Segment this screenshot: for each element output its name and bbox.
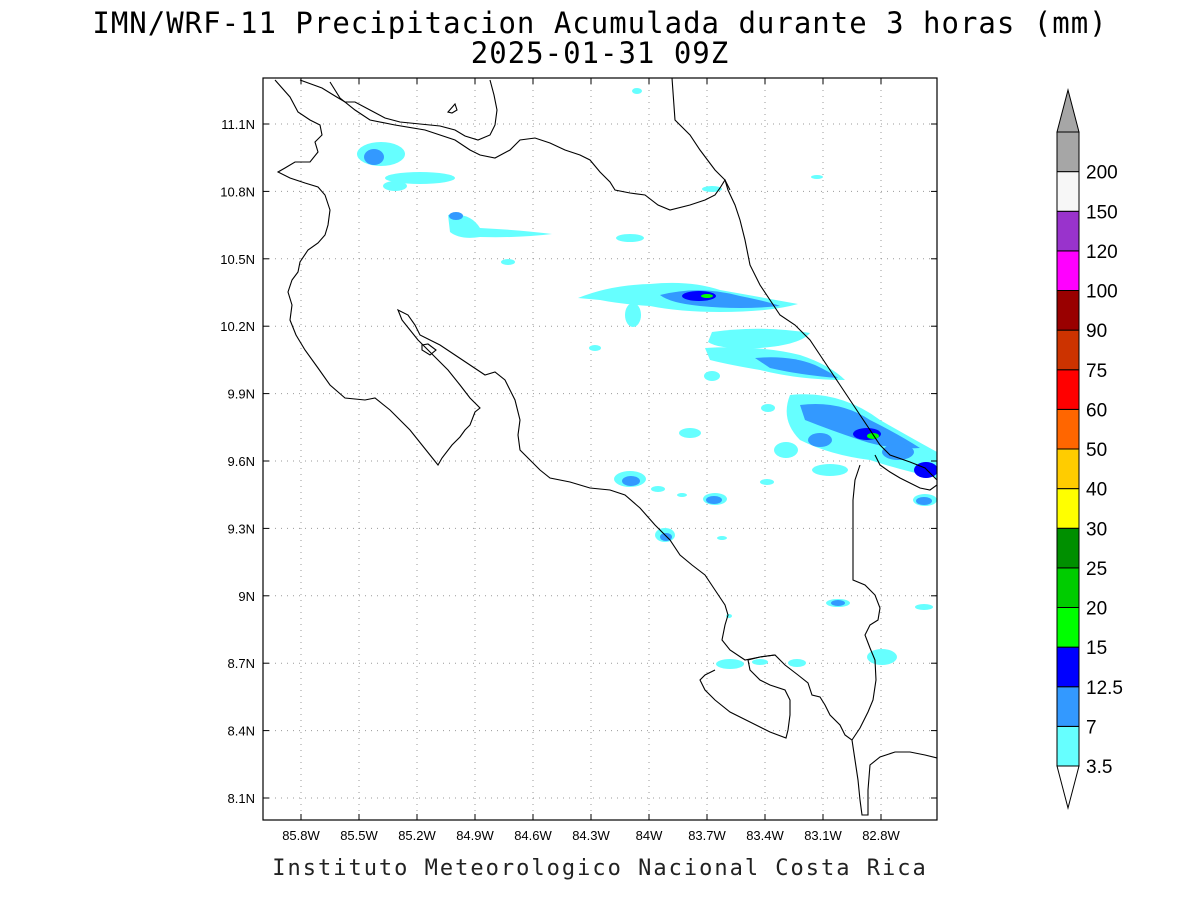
colorbar-swatch [1056, 210, 1080, 252]
coastlines-and-borders [274, 78, 937, 816]
colorbar-label: 75 [1086, 361, 1107, 382]
colorbar-swatch [1056, 369, 1080, 410]
y-tick-label: 9N [238, 589, 255, 604]
x-tick-label: 83.7W [688, 828, 726, 843]
y-tick-label: 11.1N [221, 117, 255, 132]
y-tick-label: 9.6N [228, 454, 255, 469]
x-axis-tick-labels: 85.8W 85.5W 85.2W 84.9W 84.6W 84.3W 84W 83.7W 83… [282, 828, 900, 843]
x-tick-label: 85.5W [340, 828, 378, 843]
colorbar-label: 60 [1086, 400, 1107, 421]
x-tick-label: 83.4W [746, 828, 784, 843]
colorbar-legend: 3.5 7 12.5 15 20 25 30 40 50 60 75 90 100 120 150 200 [1056, 88, 1123, 810]
footer-credit: Instituto Meteorologico Nacional Costa R… [272, 856, 928, 881]
colorbar-label: 90 [1086, 321, 1107, 342]
colorbar-under-arrow [1056, 765, 1080, 810]
x-tick-label: 83.1W [804, 828, 842, 843]
colorbar-label: 20 [1086, 599, 1107, 620]
colorbar-swatch [1056, 131, 1080, 173]
map-frame [262, 77, 938, 821]
colorbar-label: 25 [1086, 559, 1107, 580]
x-tick-label: 85.8W [282, 828, 320, 843]
x-tick-label: 84.9W [456, 828, 494, 843]
map-gridlines [263, 78, 937, 820]
colorbar-label: 12.5 [1086, 678, 1123, 699]
y-tick-label: 8.4N [228, 724, 255, 739]
colorbar-swatch [1056, 408, 1080, 450]
colorbar-label: 30 [1086, 519, 1107, 540]
colorbar-label: 40 [1086, 480, 1107, 501]
colorbar-label: 100 [1086, 282, 1118, 303]
colorbar-swatch [1056, 488, 1080, 529]
axis-tick-marks [263, 78, 937, 820]
y-axis-tick-labels: 11.1N 10.8N 10.5N 10.2N 9.9N 9.6N 9.3N 9N 8.7N 8.… [220, 117, 255, 806]
y-tick-label: 8.7N [228, 656, 255, 671]
x-tick-label: 84W [636, 828, 663, 843]
colorbar-swatch [1056, 290, 1080, 331]
colorbar-label: 150 [1086, 202, 1118, 223]
colorbar-swatch [1056, 171, 1080, 212]
colorbar-label: 7 [1086, 717, 1097, 738]
colorbar-swatch [1056, 527, 1080, 569]
colorbar-label: 50 [1086, 440, 1107, 461]
y-tick-label: 8.1N [228, 791, 255, 806]
map-datetime: 2025-01-31 09Z [470, 36, 730, 70]
colorbar-swatch [1056, 250, 1080, 291]
x-tick-label: 85.2W [398, 828, 436, 843]
y-tick-label: 9.3N [228, 521, 255, 536]
colorbar-swatch [1056, 686, 1080, 727]
y-tick-label: 9.9N [228, 387, 255, 402]
colorbar-label: 200 [1086, 163, 1118, 184]
y-tick-label: 10.5N [220, 252, 255, 267]
x-tick-label: 84.6W [514, 828, 552, 843]
colorbar-swatch [1056, 646, 1080, 688]
x-tick-label: 84.3W [572, 828, 610, 843]
colorbar-swatch [1056, 329, 1080, 371]
map-title: IMN/WRF-11 Precipitacion Acumulada duran… [92, 6, 1108, 40]
precip-7mm-areas [364, 149, 932, 606]
colorbar-over-arrow [1056, 88, 1080, 133]
colorbar-swatch [1056, 567, 1080, 608]
precip-15mm-areas [701, 294, 879, 439]
colorbar-swatch [1056, 607, 1080, 648]
colorbar-swatch [1056, 448, 1080, 490]
y-tick-label: 10.8N [220, 184, 255, 199]
colorbar-label: 15 [1086, 638, 1107, 659]
colorbar-label: 120 [1086, 242, 1118, 263]
y-tick-label: 10.2N [220, 319, 255, 334]
colorbar-label: 3.5 [1086, 757, 1112, 778]
colorbar-swatch [1056, 725, 1080, 767]
x-tick-label: 82.8W [862, 828, 900, 843]
